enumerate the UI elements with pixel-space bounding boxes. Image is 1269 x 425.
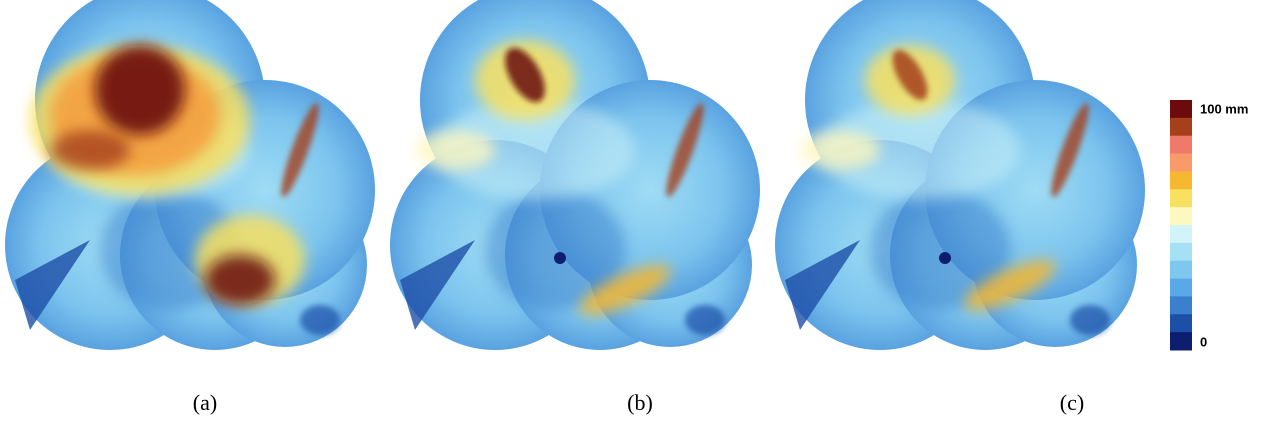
colorbar-swatch [1170,207,1192,225]
colorbar-swatch [1170,136,1192,154]
panel-label: (a) [193,390,217,415]
colorbar-swatch [1170,314,1192,332]
colorbar-swatch [1170,100,1192,118]
colorbar-swatch [1170,261,1192,279]
colorbar-min-label: 0 [1200,334,1207,349]
panel-label: (b) [627,390,653,415]
colorbar-swatch [1170,118,1192,136]
colorbar-swatch [1170,154,1192,172]
panel-c [775,0,1145,350]
colorbar-swatch [1170,279,1192,297]
panel-label: (c) [1060,390,1084,415]
figure: 100 mm 0 (a) (b) (c) [0,0,1269,425]
panel-a [5,0,375,350]
colorbar-max-label: 100 mm [1200,101,1248,116]
colorbar-swatch [1170,243,1192,261]
colorbar-swatch [1170,171,1192,189]
colorbar-swatch [1170,332,1192,350]
colorbar [1170,100,1192,351]
colorbar-swatch [1170,225,1192,243]
panel-b [390,0,760,350]
panel-labels: (a) (b) (c) [193,390,1084,415]
colorbar-swatch [1170,189,1192,207]
colorbar-swatch [1170,296,1192,314]
